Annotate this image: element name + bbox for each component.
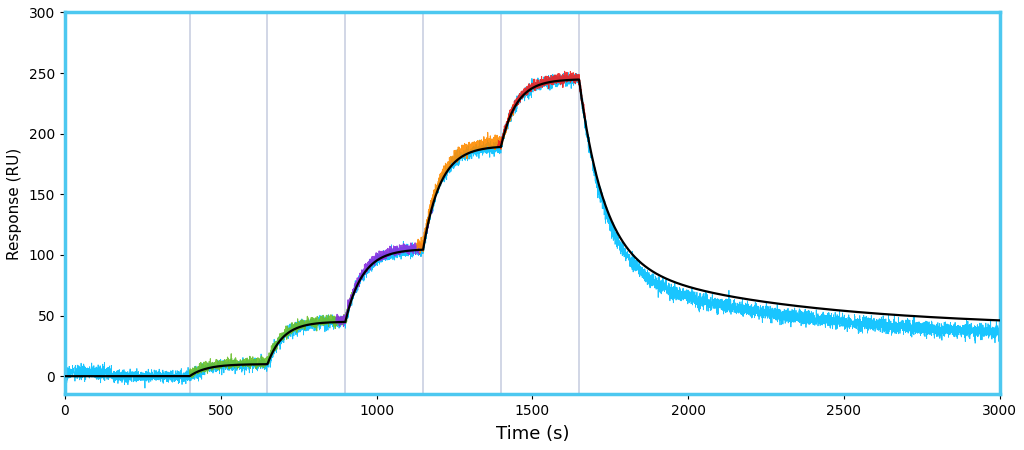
X-axis label: Time (s): Time (s) — [496, 425, 569, 443]
Y-axis label: Response (RU): Response (RU) — [7, 147, 22, 260]
